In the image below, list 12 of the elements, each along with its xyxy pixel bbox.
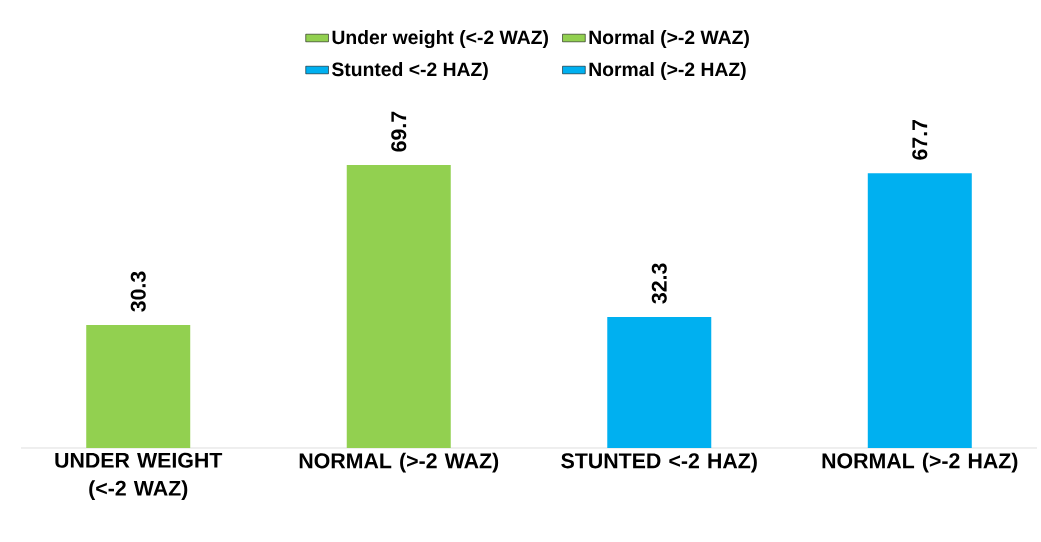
legend-label: Stunted <-2 HAZ) [331,62,488,81]
data-label: 69.7 [391,111,407,152]
legend-label: Normal (>-2 HAZ) [589,62,746,81]
data-label: 32.3 [651,263,667,304]
x-tick-label: NORMAL (>-2 WAZ) [299,452,499,473]
x-tick-label: STUNTED <-2 HAZ) [561,452,757,473]
legend-label: Under weight (<-2 WAZ) [332,30,548,49]
legend-label: Normal (>-2 WAZ) [589,30,749,49]
data-label: 67.7 [912,119,928,160]
data-label: 30.3 [130,271,146,312]
x-tick-label: UNDER WEIGHT (<-2 WAZ) [55,452,223,501]
x-tick-label: NORMAL (>-2 HAZ) [822,452,1018,473]
